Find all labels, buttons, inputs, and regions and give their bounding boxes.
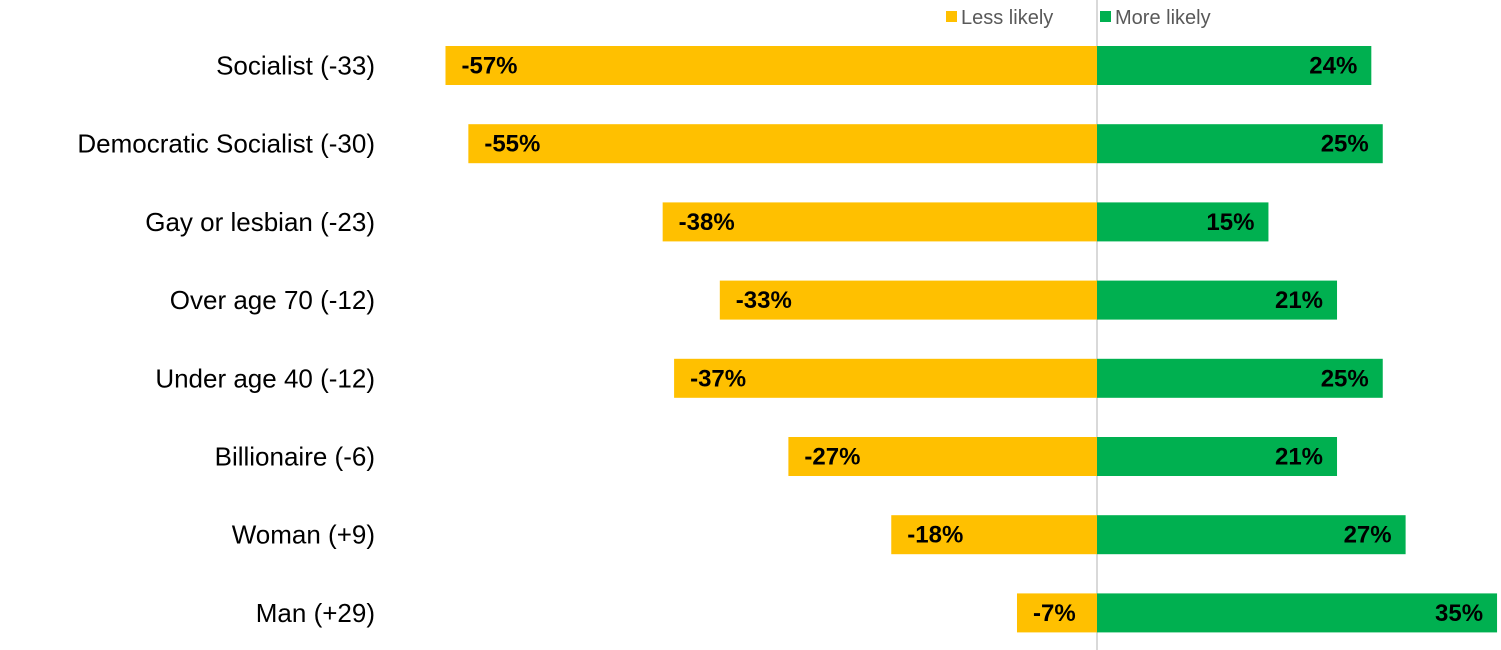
data-label-less-likely-over-age-70-12: -33%: [736, 287, 792, 314]
bar-more-likely-woman-9: [1097, 515, 1406, 555]
legend-label-more-likely: More likely: [1115, 7, 1211, 29]
legend-swatch-more-likely: [1100, 11, 1111, 22]
bar-more-likely-under-age-40-12: [1097, 358, 1383, 398]
data-label-less-likely-gay-or-lesbian-23: -38%: [679, 209, 735, 236]
data-label-more-likely-socialist-33: 24%: [1309, 53, 1357, 80]
bar-less-likely-man-29: [1016, 593, 1097, 633]
legend-label-less-likely: Less likely: [961, 7, 1053, 29]
data-label-less-likely-woman-9: -18%: [907, 522, 963, 549]
category-label-woman-9: Woman (+9): [232, 520, 375, 550]
data-label-less-likely-under-age-40-12: -37%: [690, 365, 746, 392]
data-label-less-likely-socialist-33: -57%: [461, 53, 517, 80]
bar-more-likely-man-29: [1097, 593, 1498, 633]
category-label-under-age-40-12: Under age 40 (-12): [155, 363, 375, 393]
bar-less-likely-woman-9: [891, 515, 1097, 555]
data-label-more-likely-under-age-40-12: 25%: [1321, 365, 1369, 392]
data-label-less-likely-man-29: -7%: [1033, 600, 1076, 627]
bar-less-likely-billionaire-6: [788, 437, 1097, 476]
bars-group: [445, 46, 1498, 633]
bar-less-likely-democratic-socialist-30: [468, 124, 1098, 164]
legend-swatch-less-likely: [946, 11, 957, 22]
category-label-man-29: Man (+29): [256, 598, 375, 628]
labels-group: Socialist (-33) -57% 24% Democratic Sociali…: [77, 51, 1483, 628]
bar-less-likely-over-age-70-12: [719, 280, 1097, 320]
data-label-more-likely-democratic-socialist-30: 25%: [1321, 131, 1369, 158]
category-label-democratic-socialist-30: Democratic Socialist (-30): [77, 129, 375, 159]
data-label-less-likely-democratic-socialist-30: -55%: [484, 131, 540, 158]
bar-more-likely-democratic-socialist-30: [1097, 124, 1383, 164]
category-label-billionaire-6: Billionaire (-6): [215, 442, 375, 472]
data-label-more-likely-over-age-70-12: 21%: [1275, 287, 1323, 314]
bar-more-likely-over-age-70-12: [1097, 280, 1338, 320]
data-label-more-likely-gay-or-lesbian-23: 15%: [1206, 209, 1254, 236]
category-label-over-age-70-12: Over age 70 (-12): [170, 285, 375, 315]
bar-less-likely-under-age-40-12: [674, 358, 1097, 398]
bar-less-likely-socialist-33: [445, 46, 1097, 85]
bar-more-likely-gay-or-lesbian-23: [1097, 202, 1269, 242]
data-label-more-likely-woman-9: 27%: [1344, 522, 1392, 549]
bar-more-likely-socialist-33: [1097, 46, 1372, 85]
data-label-more-likely-man-29: 35%: [1435, 600, 1483, 627]
bar-more-likely-billionaire-6: [1097, 437, 1338, 476]
data-label-less-likely-billionaire-6: -27%: [804, 444, 860, 471]
category-label-gay-or-lesbian-23: Gay or lesbian (-23): [145, 207, 375, 237]
bar-less-likely-gay-or-lesbian-23: [662, 202, 1097, 242]
legend: Less likely More likely: [946, 7, 1211, 29]
data-label-more-likely-billionaire-6: 21%: [1275, 444, 1323, 471]
category-label-socialist-33: Socialist (-33): [216, 51, 375, 81]
